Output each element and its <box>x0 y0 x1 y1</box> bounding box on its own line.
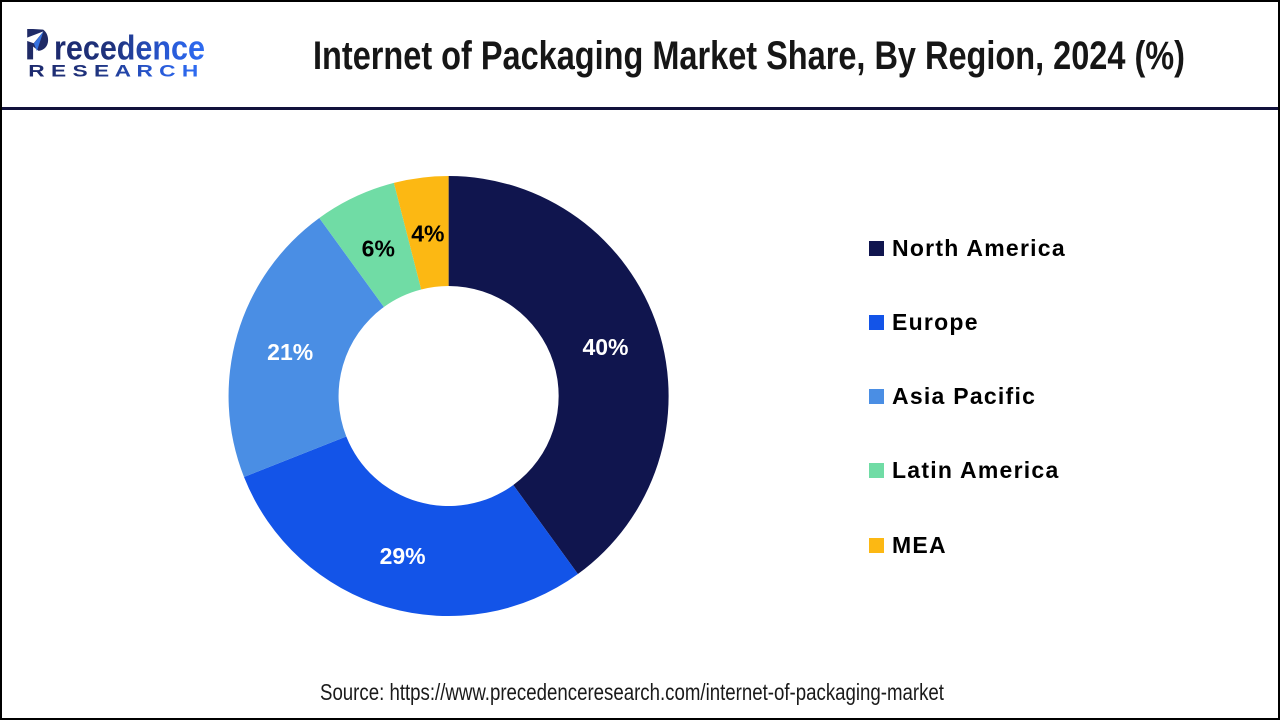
svg-text:6%: 6% <box>362 236 395 262</box>
svg-text:R E S E A R C H: R E S E A R C H <box>28 63 198 81</box>
svg-text:40%: 40% <box>582 334 628 360</box>
svg-text:Source: https://www.precedence: Source: https://www.precedenceresearch.c… <box>320 679 944 705</box>
svg-text:21%: 21% <box>267 339 313 365</box>
svg-text:4%: 4% <box>411 221 444 247</box>
svg-text:Internet of Packaging Market S: Internet of Packaging Market Share, By R… <box>313 34 1185 78</box>
svg-text:recedence: recedence <box>54 29 205 67</box>
svg-text:29%: 29% <box>380 543 426 569</box>
